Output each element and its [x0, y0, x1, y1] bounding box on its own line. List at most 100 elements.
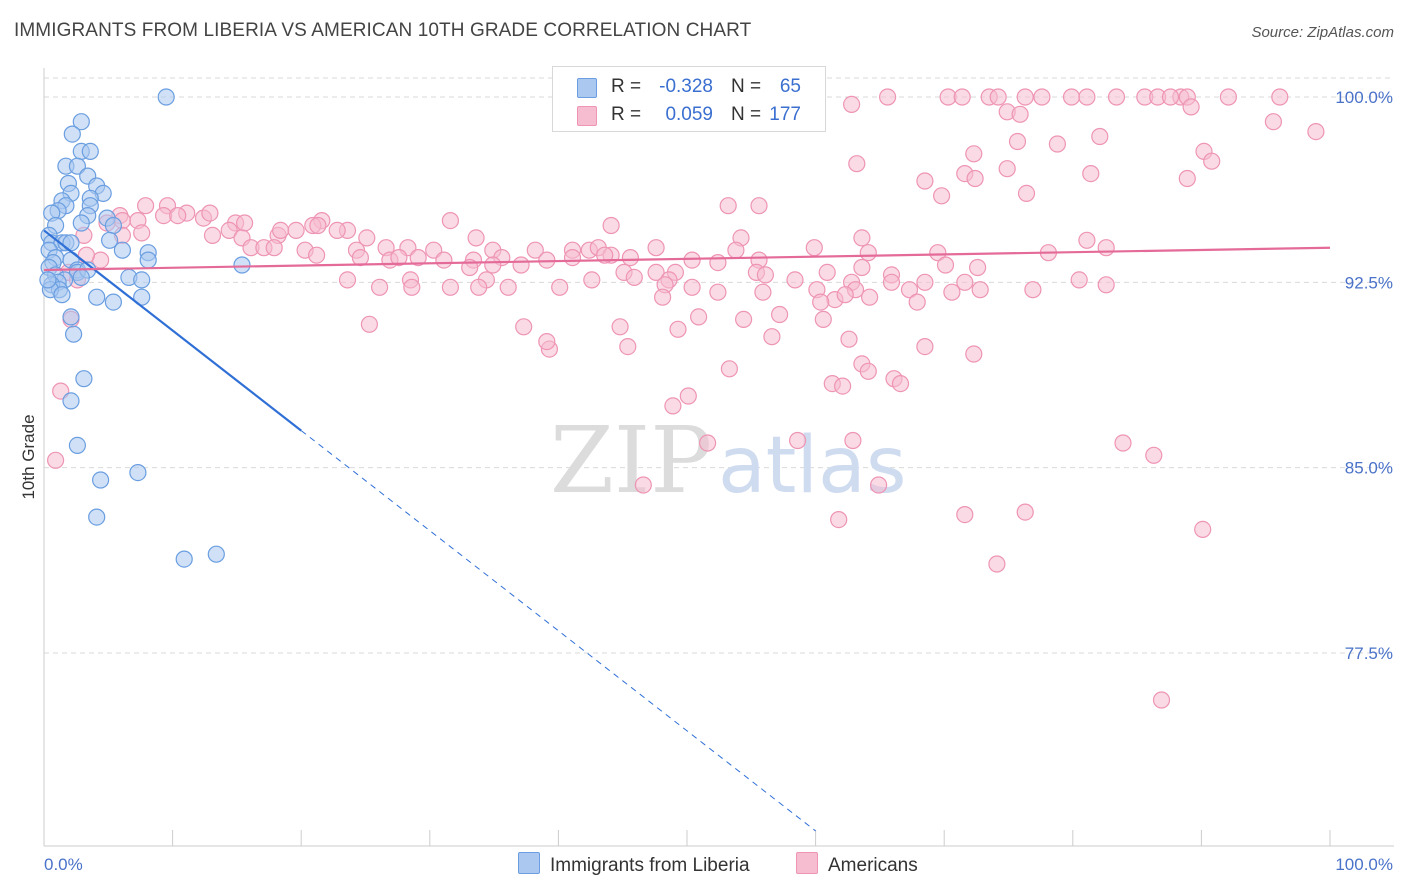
americans-point [916, 338, 934, 356]
americans-point [805, 239, 823, 257]
bottom-legend-swatch-pink [796, 852, 818, 874]
liberia-point [72, 113, 90, 131]
liberia-point [100, 231, 119, 249]
americans-point [1097, 276, 1115, 294]
americans-point [1161, 88, 1180, 106]
liberia-point [91, 471, 110, 489]
americans-point [679, 387, 697, 405]
americans-point [512, 256, 530, 274]
americans-point [1182, 98, 1200, 116]
americans-point [1264, 113, 1283, 131]
liberia-point [88, 288, 106, 306]
source-label: Source: ZipAtlas.com [1251, 24, 1394, 41]
americans-point [754, 283, 772, 301]
americans-point [634, 476, 652, 494]
americans-point [1114, 434, 1132, 452]
liberia-point [113, 241, 132, 259]
americans-point [953, 88, 971, 106]
americans-point [709, 254, 727, 272]
americans-point [689, 308, 708, 326]
americans-point [853, 258, 871, 277]
americans-point [409, 249, 427, 267]
liberia-point [75, 370, 93, 388]
americans-point [358, 229, 376, 247]
chart-title: IMMIGRANTS FROM LIBERIA VS AMERICAN 10TH… [14, 20, 752, 41]
americans-point [833, 377, 852, 395]
americans-point [859, 362, 877, 380]
americans-point [842, 95, 861, 114]
watermark-atlas: atlas [718, 421, 907, 511]
americans-point [602, 216, 620, 235]
legend-n-label: N = [731, 76, 762, 97]
americans-point [998, 160, 1016, 178]
americans-point [844, 431, 862, 450]
y-axis-title: 10th Grade [19, 414, 38, 499]
americans-point [932, 187, 951, 205]
bottom-legend-americans: Americans [796, 852, 918, 877]
liberia-point [157, 88, 175, 106]
americans-point [859, 244, 877, 262]
gridlines [44, 77, 1394, 654]
americans-point [664, 397, 682, 415]
americans-point [1070, 271, 1088, 289]
americans-point [360, 315, 378, 333]
americans-point [836, 286, 854, 304]
americans-point [1091, 127, 1109, 146]
americans-point [908, 293, 926, 311]
americans-point [669, 320, 687, 338]
americans-point [441, 278, 459, 296]
americans-point [968, 258, 987, 277]
americans-point [750, 197, 768, 215]
americans-point [720, 360, 739, 378]
americans-point [137, 197, 155, 215]
liberia-point [104, 216, 123, 235]
trend-lines [43, 229, 1331, 832]
americans-point [308, 246, 326, 264]
americans-point [763, 328, 781, 346]
americans-point [1016, 503, 1034, 521]
americans-point [621, 249, 640, 267]
americans-point [965, 345, 983, 363]
americans-point [840, 330, 858, 348]
x-axis-ticks [43, 830, 1331, 846]
legend-r-label: R = [611, 76, 642, 97]
liberia-points [39, 88, 251, 568]
americans-point [499, 278, 517, 296]
liberia-point [63, 125, 81, 143]
americans-point [538, 333, 556, 351]
americans-point [272, 221, 290, 239]
americans-point [956, 273, 974, 291]
americans-point [611, 318, 629, 336]
liberia-point [62, 308, 80, 326]
y-tick-label: 92.5% [1345, 273, 1393, 292]
bottom-legend-label-blue: Immigrants from Liberia [550, 855, 750, 876]
americans-point [338, 271, 357, 289]
watermark-zip: ZIP [550, 407, 712, 514]
liberia-point [72, 214, 90, 232]
americans-point [1078, 88, 1096, 106]
americans-point [1307, 123, 1325, 141]
americans-point [853, 229, 871, 247]
americans-point [848, 155, 866, 173]
americans-point [1107, 88, 1126, 106]
americans-point [869, 476, 888, 494]
americans-point [1152, 691, 1171, 709]
americans-point [1017, 184, 1036, 202]
x-tick-label: 100.0% [1335, 855, 1393, 874]
americans-point [698, 434, 717, 452]
americans-point [770, 305, 789, 324]
americans-point [619, 338, 637, 356]
americans-point [351, 249, 369, 267]
americans-point [956, 505, 974, 524]
americans-point [709, 283, 727, 301]
americans-point [169, 207, 187, 225]
legend-r-value: 0.059 [665, 104, 713, 125]
americans-point [309, 216, 327, 235]
legend-r-value: -0.328 [659, 76, 713, 97]
correlation-legend: R = -0.328 N = 65 R = 0.059 N = 177 [552, 66, 826, 132]
americans-point [878, 88, 897, 106]
liberia-point [62, 392, 80, 410]
y-tick-labels: 100.0% 92.5% 85.0% 77.5% [1335, 88, 1393, 663]
americans-point [1271, 88, 1289, 106]
americans-point [727, 241, 745, 259]
